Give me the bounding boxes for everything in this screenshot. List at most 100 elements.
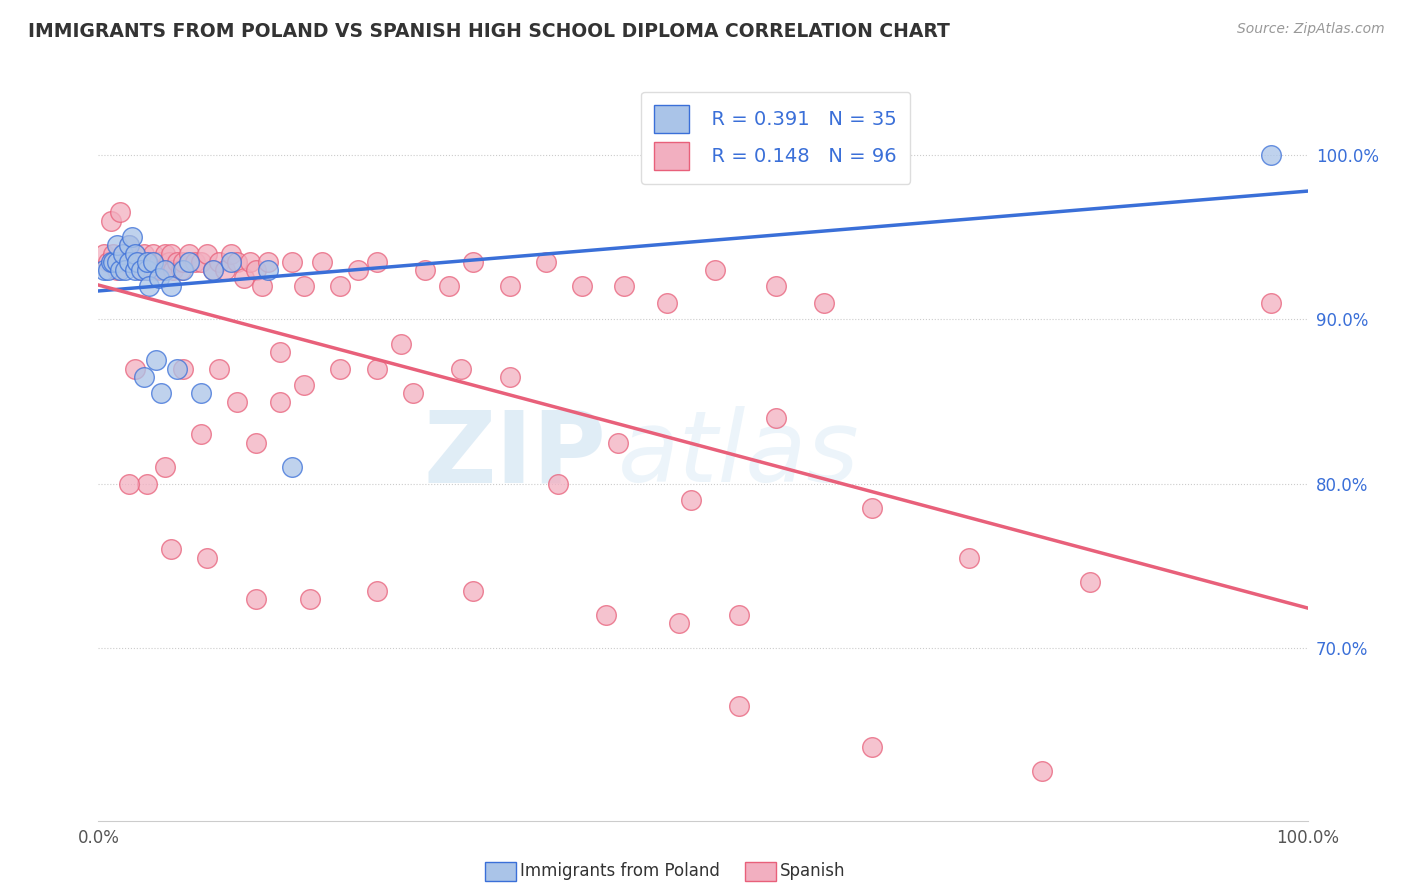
- Legend:   R = 0.391   N = 35,   R = 0.148   N = 96: R = 0.391 N = 35, R = 0.148 N = 96: [641, 92, 911, 184]
- Point: [172, 254, 194, 268]
- Point: [118, 476, 141, 491]
- Point: [208, 254, 231, 268]
- Point: [190, 254, 212, 268]
- Point: [366, 361, 388, 376]
- Point: [114, 263, 136, 277]
- Point: [221, 246, 243, 260]
- Point: [138, 254, 160, 268]
- Point: [101, 254, 124, 268]
- Text: atlas: atlas: [619, 407, 860, 503]
- Point: [245, 263, 267, 277]
- Point: [153, 246, 176, 260]
- Point: [245, 435, 267, 450]
- Point: [1260, 296, 1282, 310]
- Point: [221, 254, 243, 268]
- Point: [153, 460, 176, 475]
- Point: [135, 476, 157, 491]
- Point: [190, 386, 212, 401]
- Point: [281, 460, 304, 475]
- Point: [299, 591, 322, 606]
- Point: [145, 263, 167, 277]
- Point: [121, 230, 143, 244]
- Point: [547, 476, 569, 491]
- Text: Immigrants from Poland: Immigrants from Poland: [520, 863, 720, 880]
- Point: [269, 345, 291, 359]
- Point: [134, 369, 156, 384]
- Point: [142, 254, 165, 268]
- Point: [145, 353, 167, 368]
- Point: [595, 608, 617, 623]
- Point: [1260, 148, 1282, 162]
- Point: [118, 238, 141, 252]
- Point: [157, 254, 180, 268]
- Point: [613, 279, 636, 293]
- Text: Source: ZipAtlas.com: Source: ZipAtlas.com: [1237, 22, 1385, 37]
- Point: [245, 591, 267, 606]
- Point: [607, 435, 630, 450]
- Point: [813, 296, 835, 310]
- Point: [413, 263, 436, 277]
- Point: [498, 279, 520, 293]
- Point: [311, 254, 333, 268]
- Point: [498, 369, 520, 384]
- Point: [765, 279, 787, 293]
- Point: [1031, 764, 1053, 779]
- Point: [134, 246, 156, 260]
- Point: [534, 254, 557, 268]
- Point: [202, 263, 225, 277]
- Point: [121, 254, 143, 268]
- Point: [292, 378, 315, 392]
- Point: [728, 608, 751, 623]
- Point: [135, 263, 157, 277]
- Point: [195, 246, 218, 260]
- Point: [765, 411, 787, 425]
- Point: [202, 263, 225, 277]
- Point: [153, 263, 176, 277]
- Point: [93, 263, 115, 277]
- Point: [100, 254, 122, 268]
- Point: [129, 263, 152, 277]
- Point: [108, 205, 131, 219]
- Point: [232, 271, 254, 285]
- Point: [111, 246, 134, 260]
- Point: [437, 279, 460, 293]
- Point: [190, 427, 212, 442]
- Point: [402, 386, 425, 401]
- Point: [463, 583, 485, 598]
- Point: [148, 254, 170, 268]
- Point: [172, 263, 194, 277]
- Point: [100, 213, 122, 227]
- Point: [97, 254, 120, 268]
- Point: [101, 246, 124, 260]
- Point: [105, 263, 128, 277]
- Text: Spanish: Spanish: [780, 863, 846, 880]
- Point: [118, 254, 141, 268]
- Point: [108, 263, 131, 277]
- Point: [208, 361, 231, 376]
- Point: [160, 246, 183, 260]
- Point: [184, 254, 207, 268]
- Point: [142, 246, 165, 260]
- Point: [366, 583, 388, 598]
- Point: [138, 279, 160, 293]
- Point: [124, 246, 146, 260]
- Point: [329, 279, 352, 293]
- Point: [329, 361, 352, 376]
- Point: [129, 263, 152, 277]
- Point: [127, 254, 149, 268]
- Point: [256, 263, 278, 277]
- Point: [160, 542, 183, 557]
- Point: [281, 254, 304, 268]
- Point: [728, 698, 751, 713]
- Point: [214, 263, 236, 277]
- Point: [150, 263, 173, 277]
- Point: [118, 238, 141, 252]
- Point: [105, 238, 128, 252]
- Point: [679, 493, 702, 508]
- Text: ZIP: ZIP: [423, 407, 606, 503]
- Point: [226, 394, 249, 409]
- Point: [389, 337, 412, 351]
- Point: [124, 246, 146, 260]
- Point: [172, 361, 194, 376]
- Point: [1078, 575, 1101, 590]
